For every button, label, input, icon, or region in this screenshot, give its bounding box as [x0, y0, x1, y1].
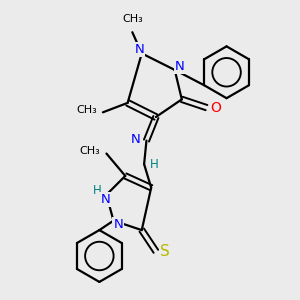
Text: N: N [113, 218, 123, 231]
Text: CH₃: CH₃ [76, 105, 97, 115]
Text: CH₃: CH₃ [80, 146, 100, 156]
Text: N: N [134, 44, 144, 56]
Text: N: N [100, 193, 110, 206]
Text: CH₃: CH₃ [122, 14, 143, 24]
Text: N: N [131, 133, 141, 146]
Text: N: N [175, 60, 184, 73]
Text: H: H [150, 158, 159, 171]
Text: H: H [93, 184, 101, 196]
Text: O: O [211, 100, 221, 115]
Text: S: S [160, 244, 170, 259]
